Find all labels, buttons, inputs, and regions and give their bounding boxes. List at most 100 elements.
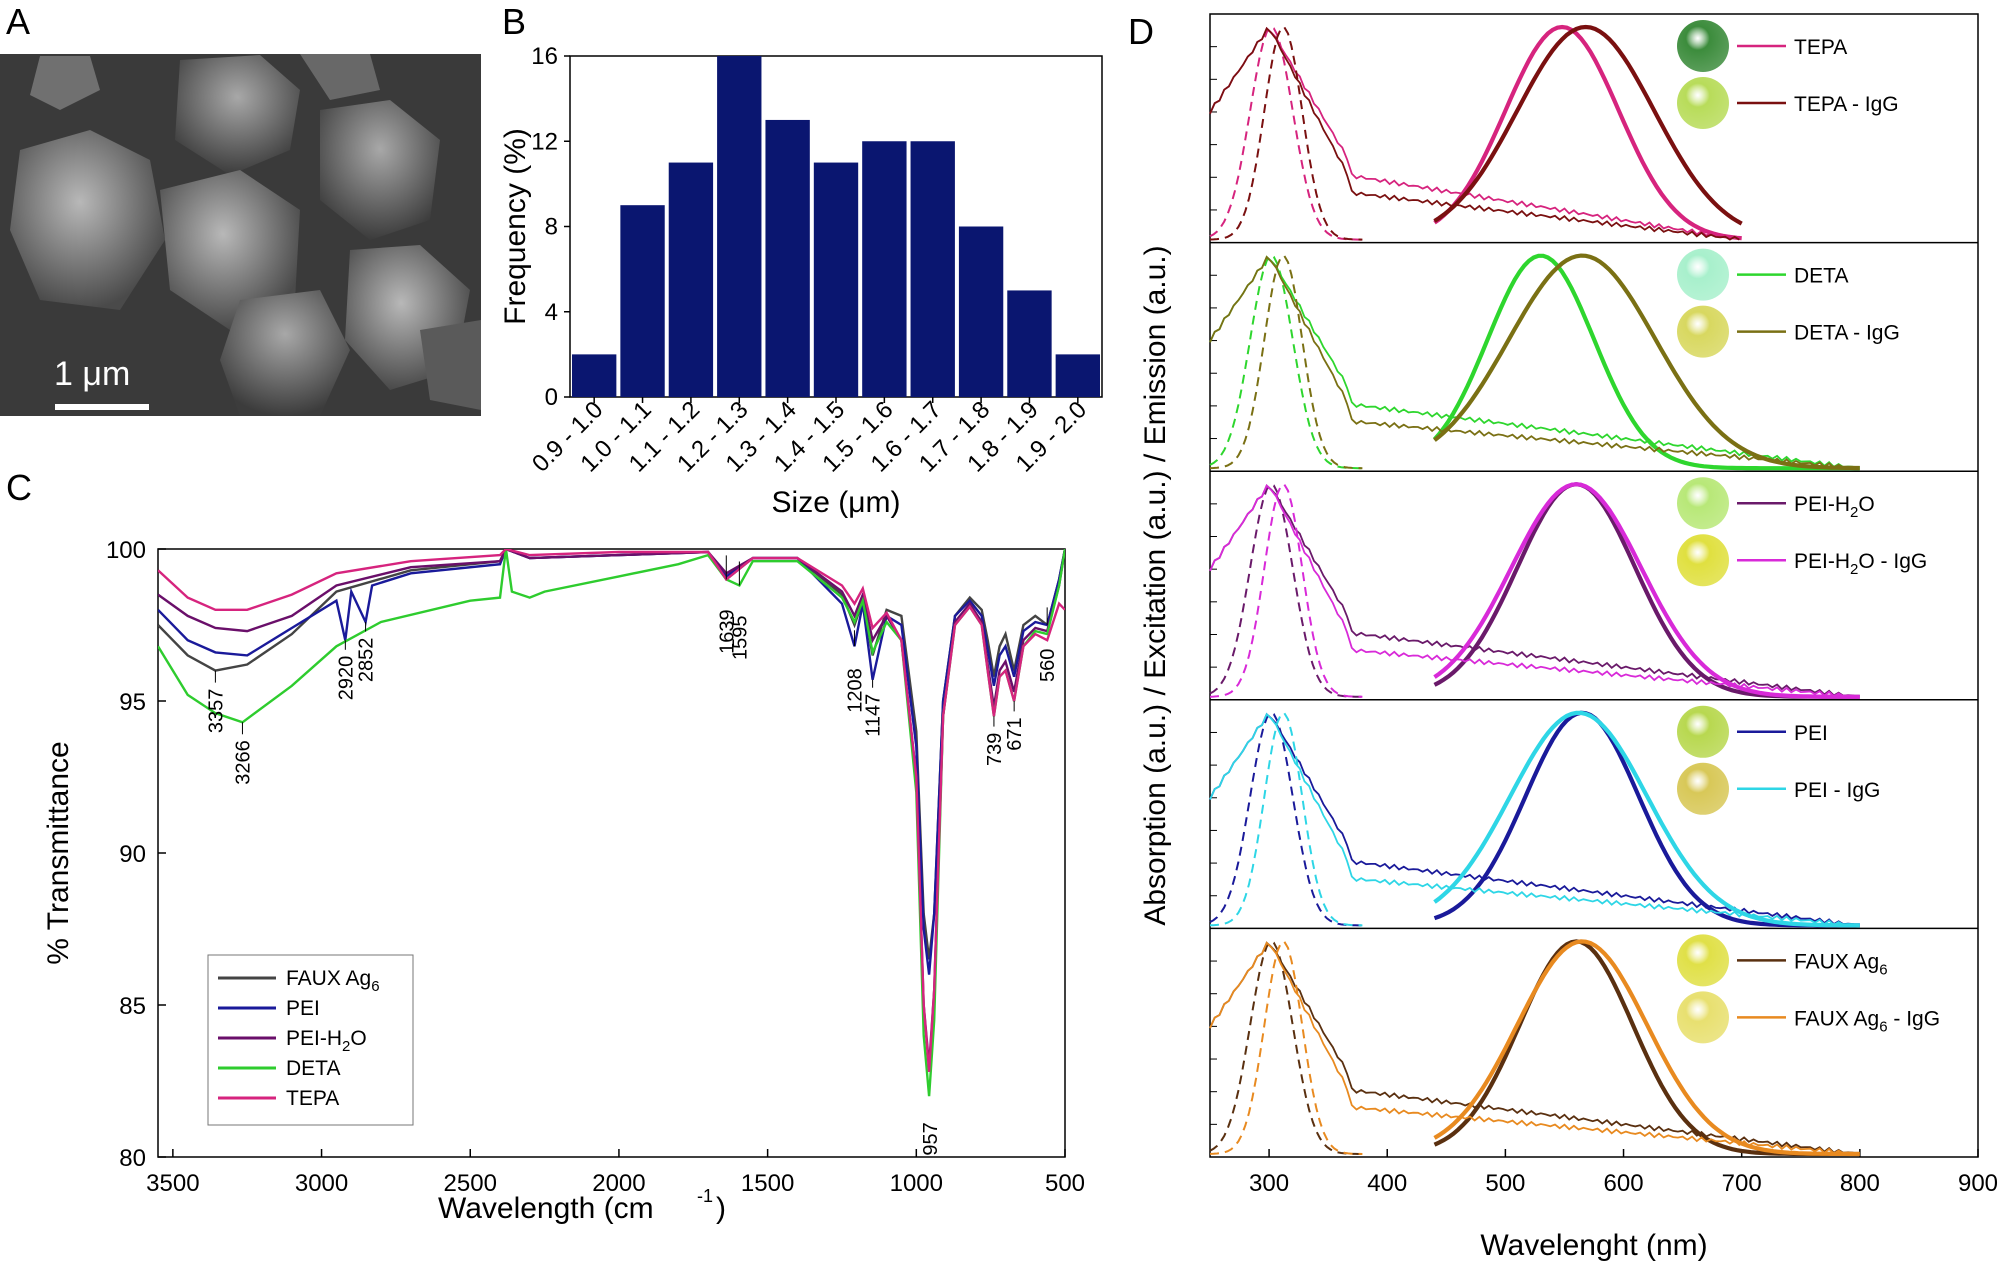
x-tick-label: 300 <box>1249 1170 1289 1197</box>
absorption-curve <box>1209 712 1858 927</box>
x-axis-label: Wavelength (cm <box>438 1192 654 1225</box>
annotation-label: 560 <box>1037 649 1059 682</box>
y-tick-label: 80 <box>119 1145 146 1172</box>
bar <box>765 119 810 397</box>
x-tick-label: 800 <box>1840 1170 1880 1197</box>
absorption-curve <box>1209 484 1858 698</box>
panel-letter-a: A <box>6 1 30 42</box>
y-axis-label: % Transmittance <box>42 741 75 964</box>
legend-label: PEI-H2O <box>1794 493 1875 521</box>
legend-label: PEI <box>1794 722 1828 745</box>
bar <box>717 56 762 397</box>
x-tick-label: 3000 <box>295 1170 348 1197</box>
sample-sphere <box>1677 991 1729 1044</box>
x-tick-label: 900 <box>1958 1170 1998 1197</box>
plot-frame <box>1209 13 1979 1158</box>
y-axis-label: Frequency (%) <box>499 128 532 325</box>
y-tick-label: 0 <box>545 384 558 411</box>
sample-sphere <box>1677 77 1729 129</box>
legend-label: FAUX Ag6 - IgG <box>1794 1007 1940 1035</box>
absorption-curve <box>1209 941 1858 1155</box>
x-tick-label: 500 <box>1045 1170 1085 1197</box>
legend-label: PEI-H2O <box>286 1027 367 1055</box>
series-line <box>158 549 1065 960</box>
annotation-label: 3266 <box>232 740 254 785</box>
absorption-curve <box>1209 255 1858 470</box>
bar <box>910 141 955 397</box>
bar <box>862 141 907 397</box>
y-tick-label: 12 <box>531 128 558 155</box>
sample-sphere <box>1677 534 1729 587</box>
absorption-curve <box>1209 26 1740 241</box>
legend-label: TEPA <box>286 1087 339 1110</box>
annotation-label: 1147 <box>863 694 885 737</box>
x-tick-label: 500 <box>1485 1170 1525 1197</box>
y-axis-label: Absorption (a.u.) / Excitation (a.u.) / … <box>1139 245 1172 925</box>
bar <box>620 205 665 397</box>
sample-sphere <box>1677 305 1729 358</box>
legend-label: DETA <box>286 1057 340 1080</box>
bar <box>813 162 859 397</box>
y-tick-label: 95 <box>119 689 146 716</box>
emission-curve <box>1433 24 1742 241</box>
emission-curve <box>1433 710 1860 928</box>
y-tick-label: 8 <box>545 214 558 241</box>
y-tick-label: 4 <box>545 299 558 326</box>
scale-bar-label: 1 μm <box>54 355 130 393</box>
bar <box>572 354 617 397</box>
emission-curve <box>1433 253 1860 471</box>
annotation-label: 671 <box>1004 717 1026 750</box>
x-tick-label: 600 <box>1604 1170 1644 1197</box>
x-tick-label: 700 <box>1722 1170 1762 1197</box>
legend-label: DETA - IgG <box>1794 322 1900 345</box>
legend-label: DETA <box>1794 265 1848 288</box>
legend-label: TEPA - IgG <box>1794 93 1899 116</box>
excitation-curve <box>1209 26 1363 241</box>
chart-b-size-histogram: 0.9 - 1.01.0 - 1.11.1 - 1.21.2 - 1.31.3 … <box>499 43 1103 519</box>
panel-letter-c: C <box>6 467 32 508</box>
emission-curve <box>1433 24 1743 226</box>
legend-label: PEI - IgG <box>1794 779 1880 802</box>
x-axis-label-end: ) <box>716 1192 726 1225</box>
x-axis-label-sup: -1 <box>697 1186 713 1206</box>
series-line <box>158 549 1065 1066</box>
chart-c-ftir-spectra: 3500 3000 2500 2000 1500 1000 500 80 85 90 95 100 33… <box>42 537 1085 1225</box>
annotation-label: 1595 <box>729 615 751 660</box>
legend-label: PEI-H2O - IgG <box>1794 550 1927 578</box>
x-tick-label: 2500 <box>444 1170 497 1197</box>
annotation-label: 2920 <box>335 656 357 701</box>
x-tick-label: 1000 <box>890 1170 943 1197</box>
x-axis-label: Wavelenght (nm) <box>1480 1229 1707 1262</box>
annotation-label: 2852 <box>356 638 378 683</box>
chart-d-optical-spectra: 300 400 500 600 700 800 900 TEPA TEPA - IgG DETA D… <box>1139 13 1998 1262</box>
x-tick-label: 3500 <box>146 1170 199 1197</box>
panel-letter-b: B <box>502 1 526 42</box>
sample-sphere <box>1677 934 1729 987</box>
y-tick-label: 100 <box>106 537 146 564</box>
absorption-curve <box>1209 255 1858 470</box>
bar <box>1055 354 1100 397</box>
legend-label: TEPA <box>1794 36 1847 59</box>
excitation-curve <box>1209 711 1363 927</box>
annotation-label: 739 <box>984 733 1006 766</box>
absorption-curve <box>1209 26 1740 241</box>
legend-label: FAUX Ag6 <box>1794 950 1888 978</box>
x-axis-label: Size (μm) <box>772 486 901 519</box>
absorption-curve <box>1209 941 1858 1155</box>
x-tick-label: 1500 <box>741 1170 794 1197</box>
bar <box>958 226 1004 397</box>
sample-sphere <box>1677 762 1729 815</box>
x-tick-label: 400 <box>1367 1170 1407 1197</box>
series-line <box>158 549 1065 1072</box>
legend-label: FAUX Ag6 <box>286 967 380 995</box>
sample-sphere <box>1677 248 1729 301</box>
sample-sphere <box>1677 477 1729 530</box>
annotation-label: 957 <box>920 1122 942 1155</box>
y-tick-label: 85 <box>119 993 146 1020</box>
sample-sphere <box>1677 705 1729 758</box>
excitation-curve <box>1209 711 1363 927</box>
y-tick-label: 16 <box>531 43 558 70</box>
sample-sphere <box>1677 20 1729 72</box>
absorption-curve <box>1209 712 1858 927</box>
